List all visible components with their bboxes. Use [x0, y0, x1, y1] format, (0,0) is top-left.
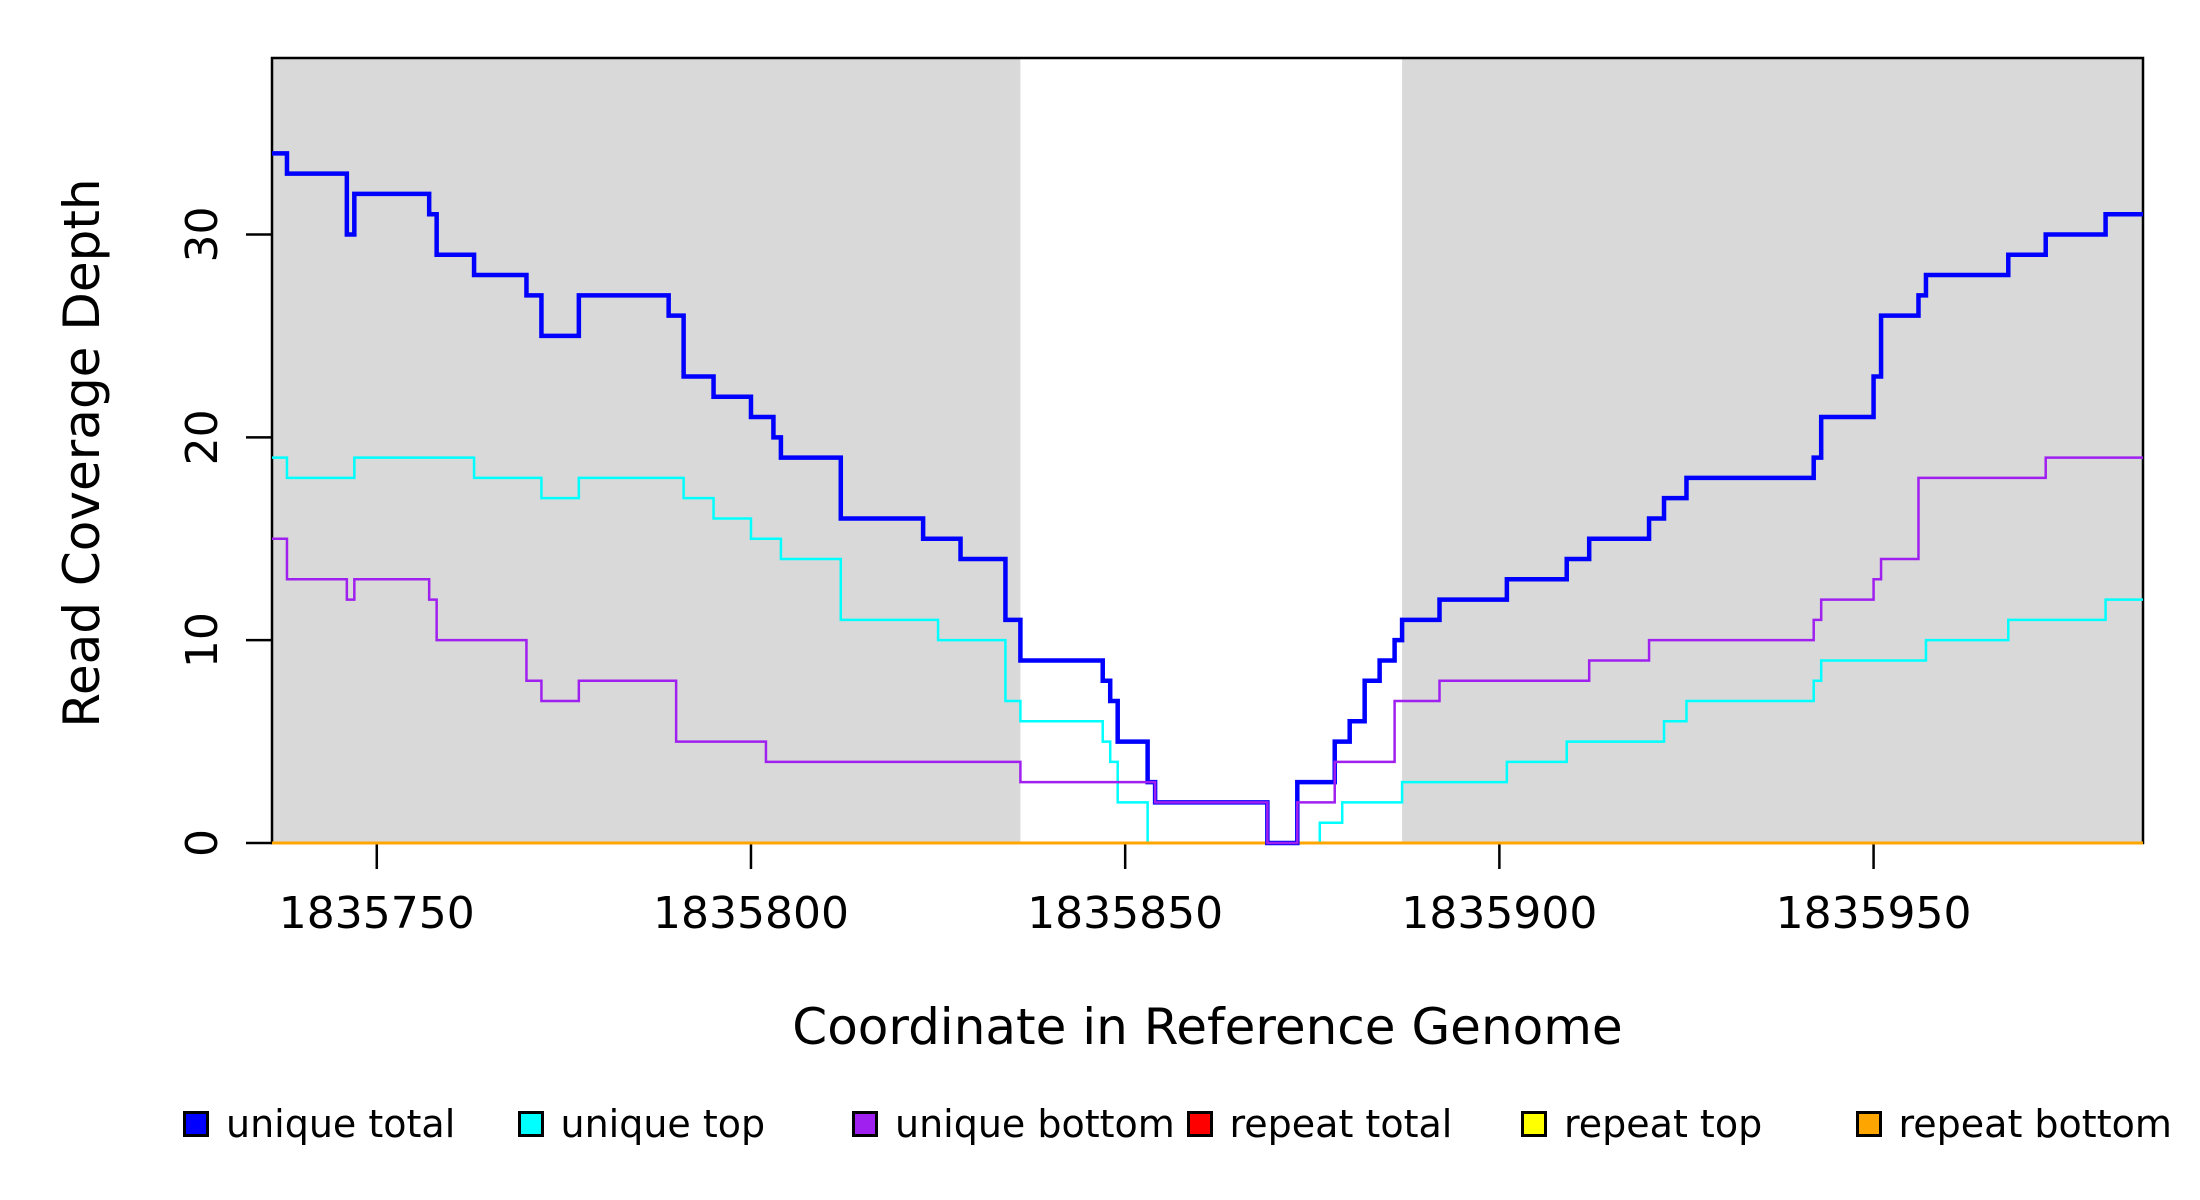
x-tick-label: 1835800 [653, 888, 849, 939]
legend-label: repeat bottom [1898, 1102, 2172, 1146]
shaded-region-1 [1402, 58, 2143, 843]
legend-item-repeat-total: repeat total [1186, 1098, 1453, 1150]
y-tick-label: 10 [177, 612, 228, 668]
legend-label: repeat total [1229, 1102, 1453, 1146]
legend-swatch-unique-total [183, 1111, 209, 1137]
legend-label: unique bottom [895, 1102, 1175, 1146]
legend-item-repeat-top: repeat top [1521, 1098, 1762, 1150]
legend-swatch-repeat-total [1186, 1111, 1213, 1137]
series-unique-top [272, 456, 2143, 845]
x-tick-label: 1835850 [1027, 888, 1223, 939]
x-tick-label: 1835900 [1401, 888, 1597, 939]
y-axis-title: Read Coverage Depth [53, 178, 111, 728]
y-tick-label: 30 [177, 206, 228, 262]
legend-label: unique total [226, 1102, 456, 1146]
shaded-region-0 [272, 58, 1021, 843]
series-unique-bottom [272, 456, 2143, 845]
x-tick-label: 1835750 [279, 888, 475, 939]
legend-label: repeat top [1564, 1102, 1763, 1146]
legend-item-unique-total: unique total [183, 1098, 455, 1150]
legend-swatch-unique-bottom [852, 1111, 878, 1137]
x-axis-title: Coordinate in Reference Genome [792, 998, 1623, 1056]
legend-swatch-repeat-bottom [1855, 1111, 1882, 1137]
legend-swatch-unique-top [517, 1111, 544, 1137]
legend: unique total unique top unique bottom repea… [0, 1098, 2200, 1158]
legend-label: unique top [560, 1102, 766, 1146]
legend-swatch-repeat-top [1521, 1111, 1547, 1137]
x-tick-label: 1835950 [1776, 888, 1972, 939]
y-tick-label: 0 [177, 829, 228, 857]
y-tick-label: 20 [177, 409, 228, 465]
legend-item-repeat-bottom: repeat bottom [1855, 1098, 2172, 1150]
legend-item-unique-top: unique top [517, 1098, 766, 1150]
legend-item-unique-bottom: unique bottom [852, 1098, 1175, 1150]
